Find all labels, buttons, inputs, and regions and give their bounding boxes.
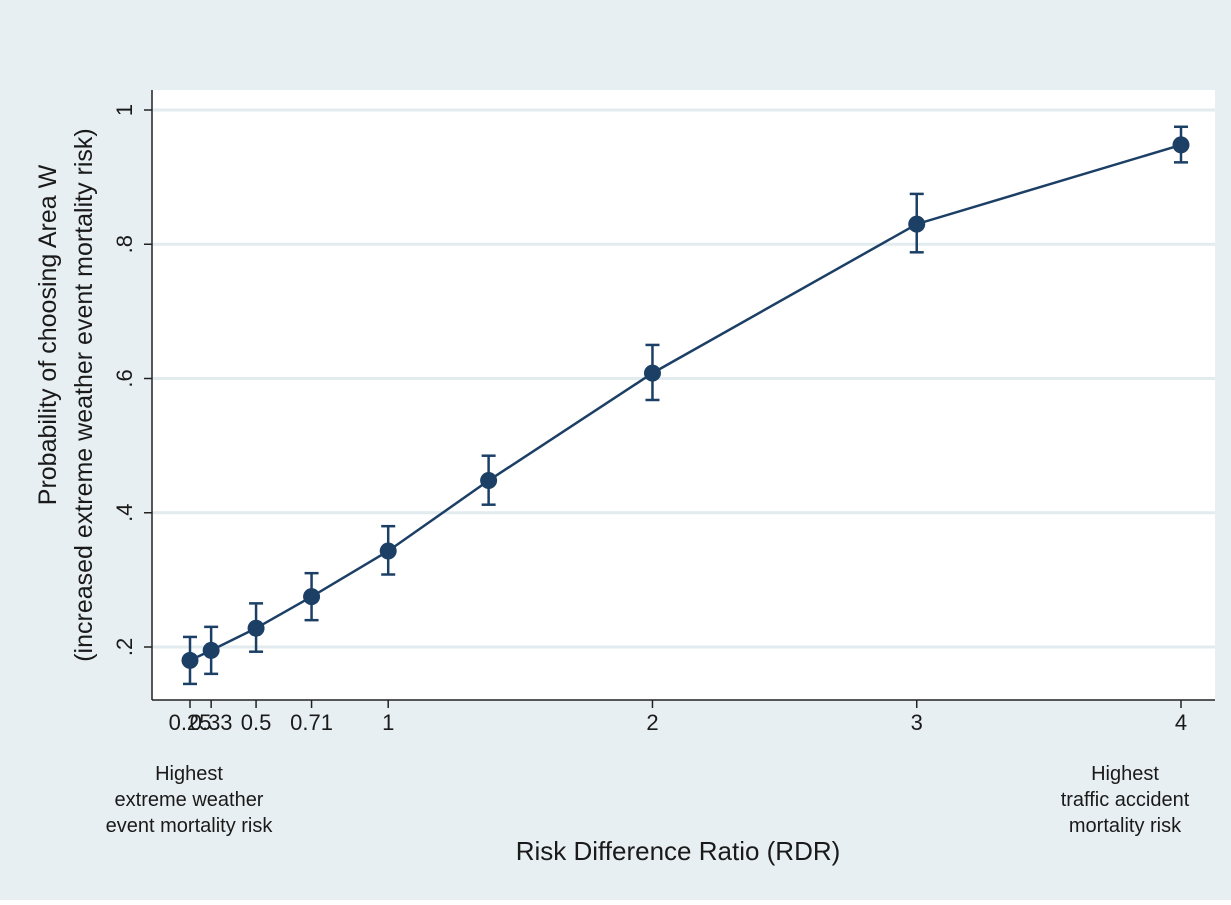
left-annotation-line: Highest (155, 763, 223, 785)
axes (151, 90, 1215, 701)
data-point (303, 588, 321, 606)
right-annotation-line: mortality risk (1069, 815, 1182, 837)
data-point (379, 542, 397, 560)
x-axis-label: Risk Difference Ratio (RDR) (516, 836, 841, 866)
series-layer (181, 125, 1190, 686)
right-annotation-line: Highest (1091, 763, 1159, 785)
data-point (202, 641, 220, 659)
x-tick-label: 0.5 (241, 710, 272, 735)
y-tick-label: .8 (112, 235, 137, 253)
grid-lines (152, 108, 1215, 649)
left-annotation-line: extreme weather (115, 789, 264, 811)
x-tick-label: 0.71 (290, 710, 333, 735)
plot-area (152, 90, 1215, 700)
x-tick-label: 4 (1175, 710, 1187, 735)
data-point (247, 619, 265, 637)
data-point (643, 364, 661, 382)
x-tick-label: 3 (911, 710, 923, 735)
right-annotation-line: traffic accident (1061, 789, 1190, 811)
y-tick-label: .2 (112, 638, 137, 656)
x-tick-label: 0.33 (190, 710, 233, 735)
x-tick-label: 0.25 (169, 710, 212, 735)
data-point (908, 215, 926, 233)
y-axis-label-line-1: Probability of choosing Area W (34, 164, 62, 505)
data-point (480, 472, 498, 490)
y-tick-label: .4 (112, 504, 137, 522)
left-annotation: Highest extreme weather event mortality … (106, 763, 274, 837)
left-annotation-line: event mortality risk (106, 815, 274, 837)
y-axis-label-line-2: (increased extreme weather event mortali… (70, 128, 98, 662)
data-point (181, 651, 199, 669)
x-ticks: 0.250.33 0.5 0.71 1 2 3 4 (169, 700, 1187, 735)
x-tick-label: 1 (382, 710, 394, 735)
data-point (1172, 136, 1190, 154)
y-tick-label: 1 (112, 104, 137, 116)
x-tick-label: 2 (646, 710, 658, 735)
y-tick-label: .6 (112, 369, 137, 387)
right-annotation: Highest traffic accident mortality risk (1061, 763, 1190, 837)
y-ticks: .2 .4 .6 .8 1 (112, 104, 152, 656)
